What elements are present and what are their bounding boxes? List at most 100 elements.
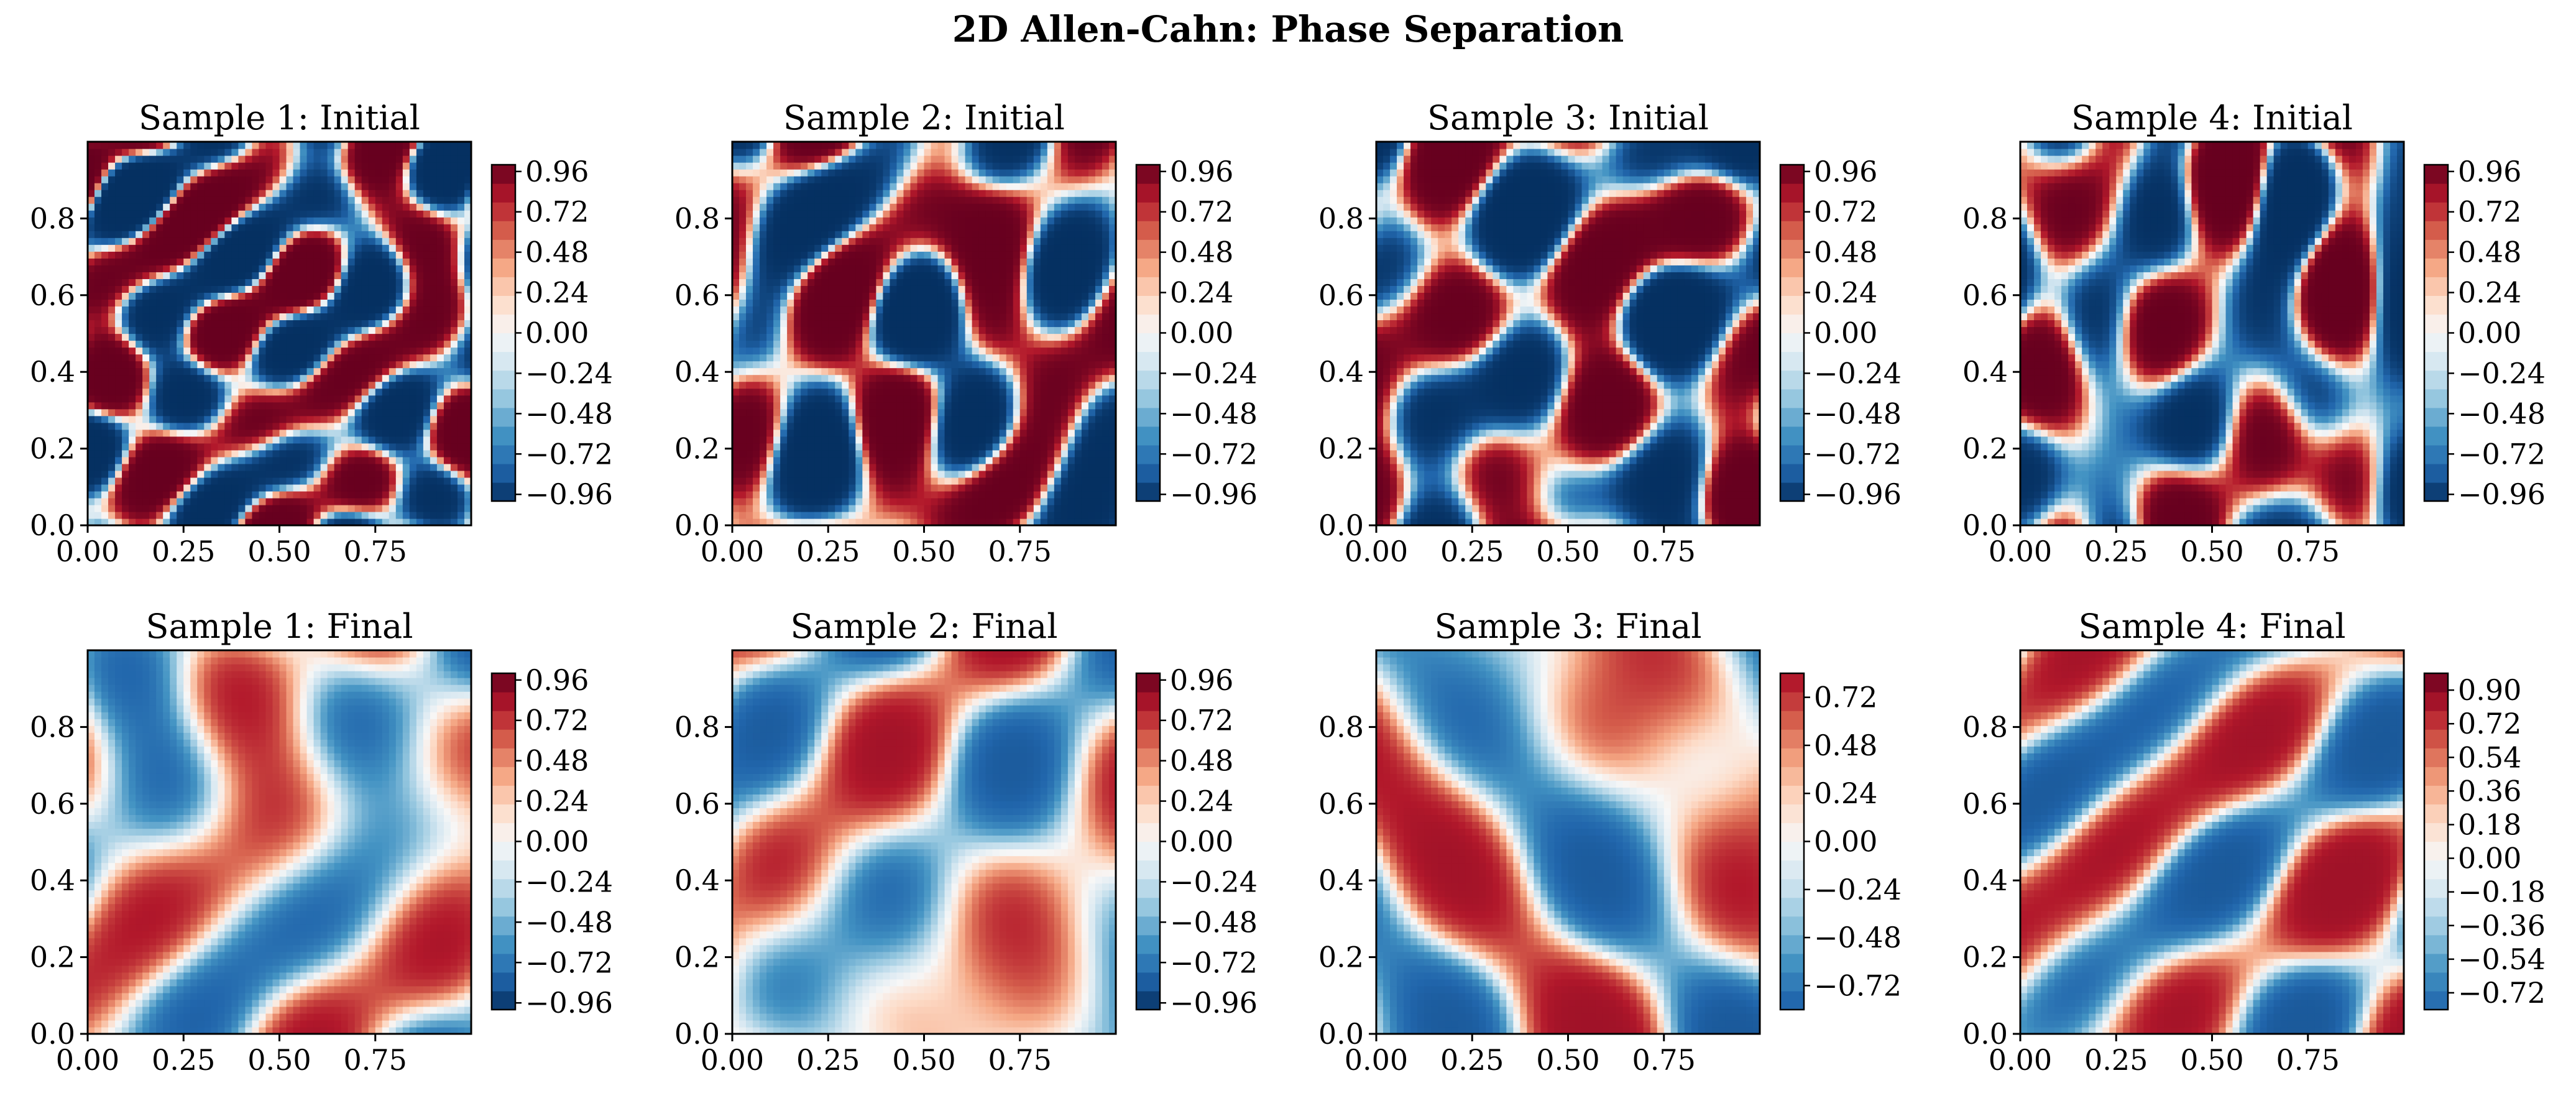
heatmap-cell bbox=[170, 347, 177, 355]
heatmap-cell bbox=[306, 258, 315, 265]
heatmap-cell bbox=[862, 258, 870, 265]
heatmap-cell bbox=[423, 415, 431, 423]
heatmap-cell bbox=[238, 354, 246, 362]
heatmap-cell bbox=[115, 367, 122, 375]
heatmap-cell bbox=[430, 518, 438, 526]
heatmap-cell bbox=[231, 326, 239, 334]
heatmap-cell bbox=[443, 449, 451, 458]
heatmap-cell bbox=[286, 497, 294, 505]
heatmap-cell bbox=[108, 402, 116, 410]
heatmap-cell bbox=[245, 155, 253, 163]
heatmap-cell bbox=[197, 285, 205, 293]
heatmap-cell bbox=[944, 347, 952, 355]
heatmap-cell bbox=[924, 395, 932, 403]
heatmap-cell bbox=[368, 422, 376, 430]
heatmap-cell bbox=[732, 265, 740, 272]
heatmap-cell bbox=[937, 463, 945, 471]
heatmap-cell bbox=[177, 320, 184, 328]
heatmap-cell bbox=[430, 443, 438, 451]
heatmap-cell bbox=[780, 361, 788, 369]
heatmap-cell bbox=[142, 326, 150, 334]
heatmap-cell bbox=[409, 251, 417, 259]
heatmap-cell bbox=[423, 381, 431, 389]
heatmap-cell bbox=[231, 203, 239, 211]
heatmap-cell bbox=[224, 340, 232, 348]
heatmap-cell bbox=[402, 347, 410, 355]
heatmap-cell bbox=[807, 169, 815, 177]
heatmap-cell bbox=[416, 313, 424, 321]
heatmap-cell bbox=[224, 477, 232, 485]
heatmap-cell bbox=[732, 415, 740, 423]
heatmap-cell bbox=[177, 449, 184, 458]
heatmap-cell bbox=[732, 429, 740, 437]
heatmap-cell bbox=[347, 374, 356, 382]
heatmap-cell bbox=[204, 244, 211, 252]
heatmap-cell bbox=[464, 217, 472, 224]
heatmap-cell bbox=[361, 196, 369, 204]
heatmap-cell bbox=[766, 340, 774, 348]
heatmap-cell bbox=[876, 272, 883, 279]
heatmap-cell bbox=[300, 237, 308, 245]
heatmap-cell bbox=[306, 518, 315, 526]
heatmap-cell bbox=[801, 518, 808, 526]
heatmap-cell bbox=[122, 463, 129, 471]
heatmap-cell bbox=[773, 251, 781, 259]
heatmap-cell bbox=[931, 231, 939, 238]
heatmap-cell bbox=[807, 354, 815, 362]
heatmap-cell bbox=[464, 518, 472, 526]
heatmap-cell bbox=[869, 285, 876, 293]
heatmap-cell bbox=[163, 484, 170, 492]
heatmap-cell bbox=[732, 470, 740, 478]
heatmap-cell bbox=[450, 183, 458, 190]
heatmap-cell bbox=[443, 374, 451, 382]
heatmap-cell bbox=[807, 415, 815, 423]
heatmap-cell bbox=[279, 169, 287, 177]
heatmap-cell bbox=[293, 333, 301, 341]
heatmap-cell bbox=[238, 388, 246, 396]
heatmap-cell bbox=[951, 518, 959, 526]
heatmap-cell bbox=[931, 149, 939, 156]
heatmap-cell bbox=[814, 381, 822, 389]
heatmap-cell bbox=[136, 374, 143, 382]
heatmap-cell bbox=[389, 429, 397, 437]
heatmap-cell bbox=[327, 169, 335, 177]
heatmap-cell bbox=[807, 443, 815, 451]
heatmap-cell bbox=[177, 374, 184, 382]
heatmap-cell bbox=[327, 217, 335, 224]
heatmap-cell bbox=[375, 142, 383, 149]
heatmap-cell bbox=[149, 463, 157, 471]
heatmap-cell bbox=[924, 313, 932, 321]
heatmap-cell bbox=[896, 224, 904, 231]
heatmap-cell bbox=[231, 408, 239, 417]
heatmap-cell bbox=[814, 361, 822, 369]
heatmap-cell bbox=[849, 333, 856, 341]
heatmap-cell bbox=[129, 354, 136, 362]
heatmap-cell bbox=[780, 224, 788, 231]
heatmap-cell bbox=[224, 196, 232, 204]
heatmap-cell bbox=[773, 491, 781, 499]
heatmap-cell bbox=[149, 422, 157, 430]
heatmap-cell bbox=[320, 422, 328, 430]
heatmap-cell bbox=[436, 265, 444, 272]
heatmap-cell bbox=[821, 149, 829, 156]
heatmap-cell bbox=[375, 190, 383, 197]
heatmap-cell bbox=[794, 149, 801, 156]
heatmap-cell bbox=[163, 320, 170, 328]
heatmap-cell bbox=[190, 244, 198, 252]
heatmap-cell bbox=[835, 388, 842, 396]
heatmap-cell bbox=[732, 518, 740, 526]
heatmap-cell bbox=[375, 237, 383, 245]
heatmap-cell bbox=[156, 251, 163, 259]
heatmap-cell bbox=[937, 237, 945, 245]
heatmap-cell bbox=[300, 497, 308, 505]
heatmap-cell bbox=[259, 497, 267, 505]
heatmap-cell bbox=[347, 203, 356, 211]
heatmap-cell bbox=[801, 285, 808, 293]
heatmap-cell bbox=[924, 402, 932, 410]
heatmap-cell bbox=[842, 217, 849, 224]
heatmap-cell bbox=[375, 272, 383, 279]
heatmap-cell bbox=[170, 354, 177, 362]
heatmap-cell bbox=[368, 449, 376, 458]
heatmap-cell bbox=[279, 231, 287, 238]
heatmap-cell bbox=[828, 443, 835, 451]
